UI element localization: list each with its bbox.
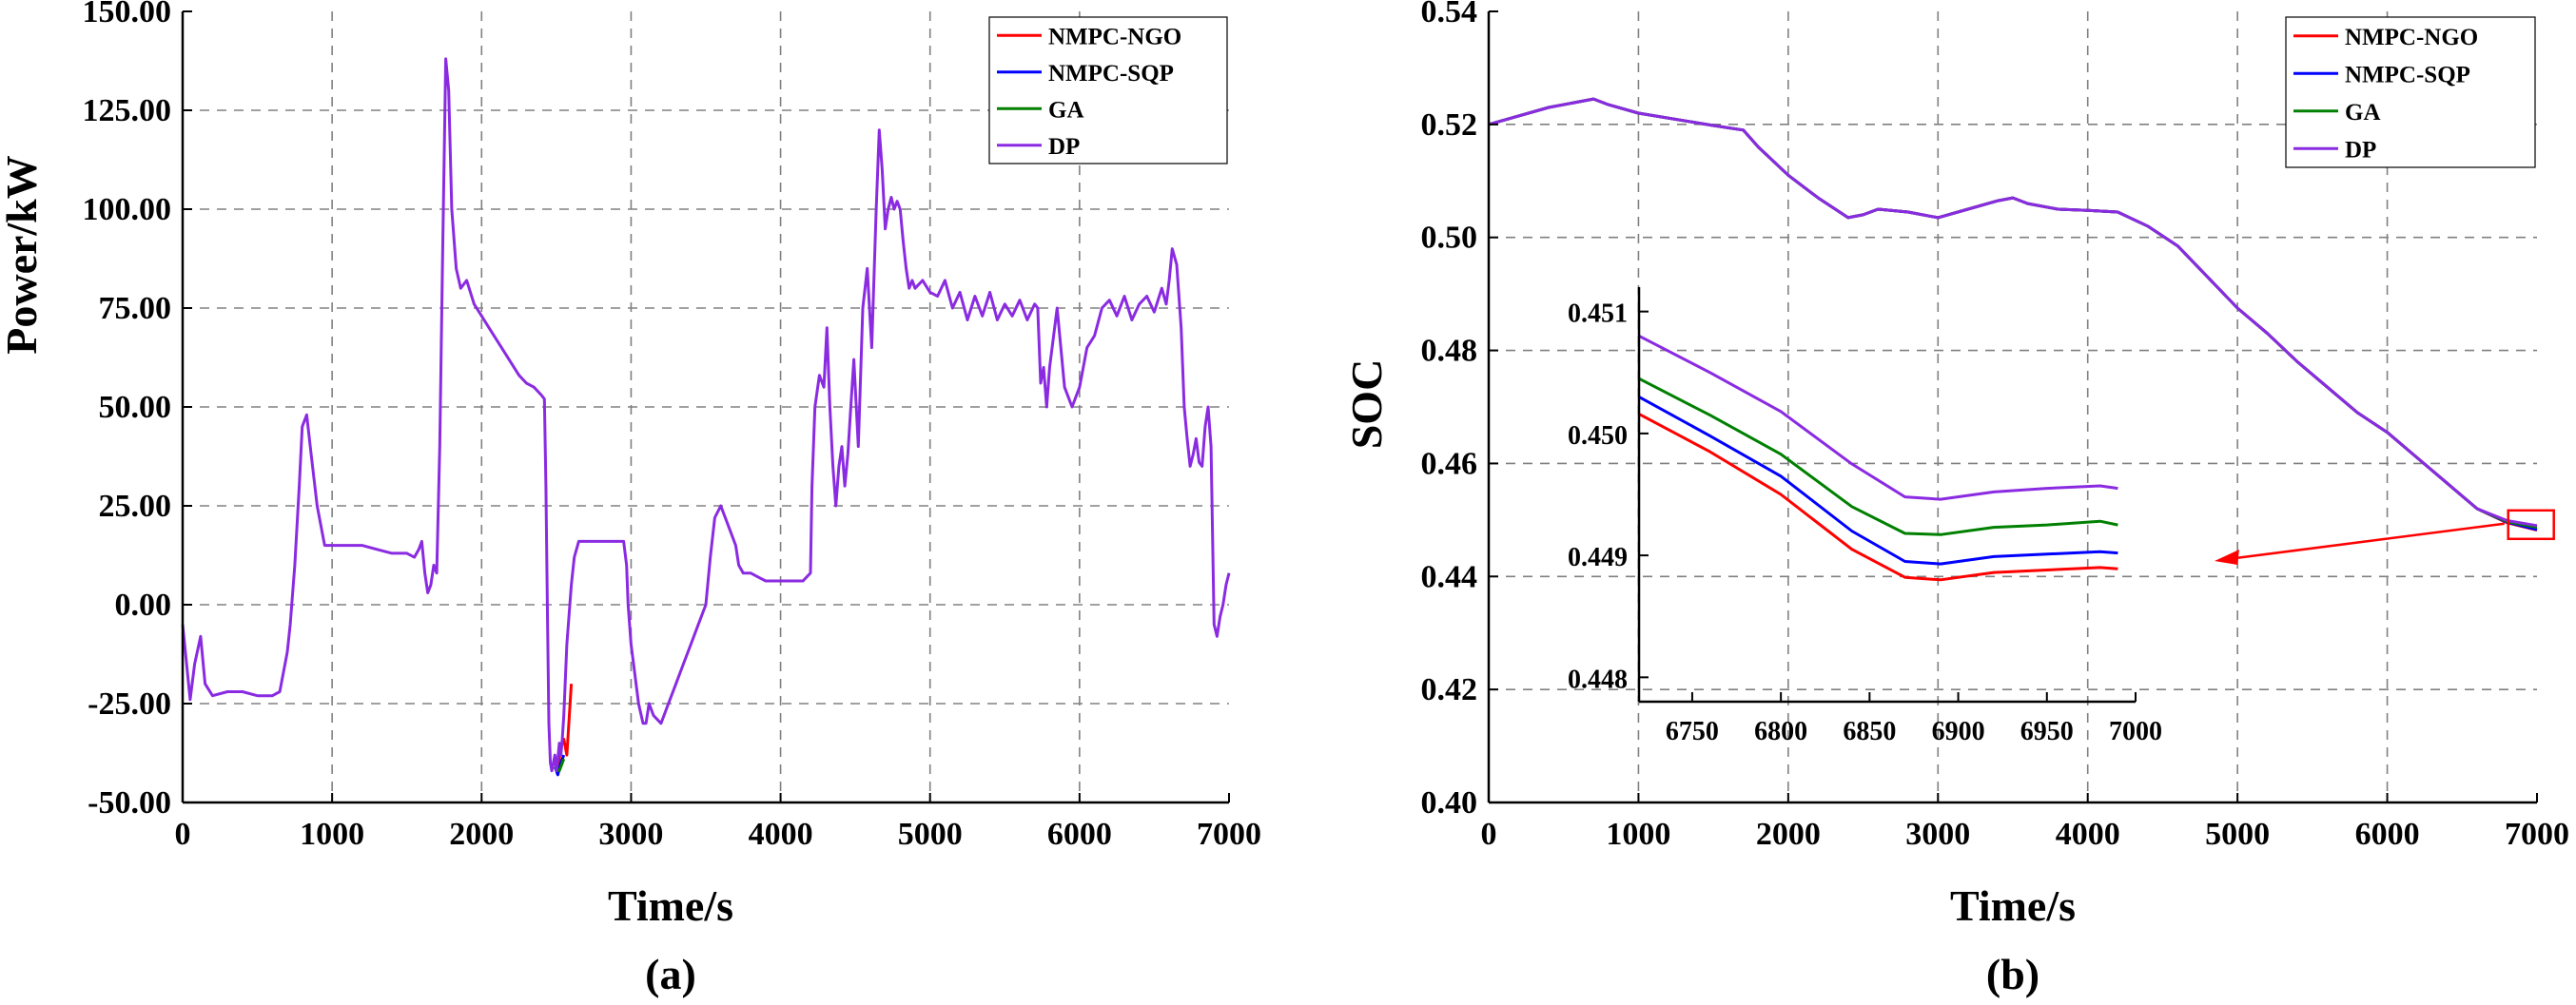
chart-b-inset-y-tick-label: 0.448 [1568,665,1628,694]
chart-b-x-tick-label: 2000 [1756,817,1821,852]
chart-b-y-tick-label: 0.46 [1421,446,1478,481]
chart-a-y-tick-label: -50.00 [88,785,171,821]
chart-b-inset-y-tick-label: 0.449 [1568,543,1628,572]
chart-b-y-tick-label: 0.48 [1421,334,1478,369]
chart-a-legend-box [988,16,1228,164]
chart-a-y-tick-label: 25.00 [99,489,172,524]
chart-a-y-tick-label: 0.00 [115,588,172,623]
chart-a-x-tick-label: 2000 [449,817,514,852]
chart-a-x-tick-label: 0 [175,817,191,852]
chart-b-x-tick-label: 1000 [1606,817,1670,852]
chart-a-y-tick-label: 125.00 [83,93,172,128]
chart-b-y-tick-label: 0.42 [1421,672,1478,707]
chart-a-x-tick-label: 7000 [1197,817,1261,852]
chart-b-plot-area: 0 1000 2000 3000 4000 5000 6000 7000 0.40 0.42 0.4… [1421,0,2570,852]
chart-b-y-tick-label: 0.52 [1421,107,1478,143]
chart-b-x-axis-label: Time/s [1950,881,2076,930]
chart-b-zoom-marker [2507,509,2555,541]
chart-a-legend-entry: NMPC-NGO [1048,24,1181,49]
chart-b-inset-x-tick-label: 6750 [1666,717,1719,746]
chart-a-x-tick-label: 3000 [598,817,663,852]
chart-a-series-dp [181,57,1231,773]
chart-b-x-tick-label: 4000 [2056,817,2120,852]
chart-b-x-tick-label: 6000 [2355,817,2420,852]
chart-b-legend-entry: NMPC-NGO [2345,25,2478,50]
chart-a-y-axis-label: Power/kW [0,155,46,355]
chart-a-plot-area: 0 1000 2000 3000 4000 5000 6000 7000 -50.00 -25.0… [83,0,1262,852]
chart-b-inset-series-nmpc-sqp [1638,396,2118,566]
chart-b-y-tick-label: 0.44 [1421,559,1478,594]
chart-b-panel-label: (b) [1986,950,2039,998]
chart-b-inset-x-tick-label: 6850 [1843,717,1896,746]
chart-b-series-dp [1488,97,2538,528]
chart-a-x-tick-label: 1000 [300,817,364,852]
chart-b-legend-entry: GA [2345,100,2381,126]
chart-b-inset-series-nmpc-ngo [1638,413,2118,582]
chart-b-x-tick-label: 0 [1481,817,1497,852]
chart-b-y-tick-label: 0.40 [1421,785,1478,821]
chart-b-zoom-arrowhead [2215,550,2239,565]
chart-b-y-tick-label: 0.54 [1421,0,1478,29]
chart-b-inset-series-dp [1638,334,2118,501]
chart-a-x-tick-label: 4000 [749,817,813,852]
chart-a-legend: NMPC-NGO NMPC-SQP GA DP [988,16,1228,164]
chart-a-legend-entry: DP [1048,134,1080,160]
chart-a-legend-entry: NMPC-SQP [1048,61,1174,87]
chart-a-y-tick-label: 75.00 [99,291,172,326]
chart-a-x-tick-label: 5000 [898,817,963,852]
chart-b-legend-box [2285,16,2536,168]
chart-b-legend-entry: DP [2345,137,2376,163]
chart-b-zoom-arrow [2234,522,2505,560]
chart-b-inset-y-tick-label: 0.451 [1568,300,1628,329]
chart-a-y-tick-label: 100.00 [83,192,172,227]
chart-a-x-tick-label: 6000 [1047,817,1112,852]
chart-a-panel-label: (a) [645,950,696,998]
chart-b-legend: NMPC-NGO NMPC-SQP GA DP [2285,16,2536,168]
chart-a-y-tick-label: -25.00 [88,686,171,722]
chart-b-inset-x-tick-label: 7000 [2109,717,2162,746]
chart-b-y-axis-label: SOC [1342,359,1391,450]
chart-a-x-axis-label: Time/s [608,881,733,930]
chart-b-x-tick-label: 7000 [2505,817,2569,852]
chart-b-y-tick-label: 0.50 [1421,221,1478,256]
chart-b-inset-series-ga [1638,377,2118,536]
chart-b-inset-x-tick-label: 6900 [1932,717,1985,746]
chart-layer: 0 1000 2000 3000 4000 5000 6000 7000 -50.00 -25.0… [83,0,2570,852]
chart-b-x-tick-label: 5000 [2205,817,2270,852]
chart-b-inset-plot-area: 6750 6800 6850 6900 6950 7000 0.448 0.449 0.450 0… [1568,287,2162,746]
chart-b-inset-x-tick-label: 6950 [2020,717,2074,746]
chart-b-inset-x-tick-label: 6800 [1754,717,1807,746]
chart-a-y-tick-label: 50.00 [99,390,172,425]
chart-b-x-tick-label: 3000 [1905,817,1970,852]
chart-b-inset-y-tick-label: 0.450 [1568,421,1628,451]
chart-b-legend-entry: NMPC-SQP [2345,62,2470,87]
chart-a-y-tick-label: 150.00 [83,0,172,29]
chart-a-legend-entry: GA [1048,97,1084,123]
